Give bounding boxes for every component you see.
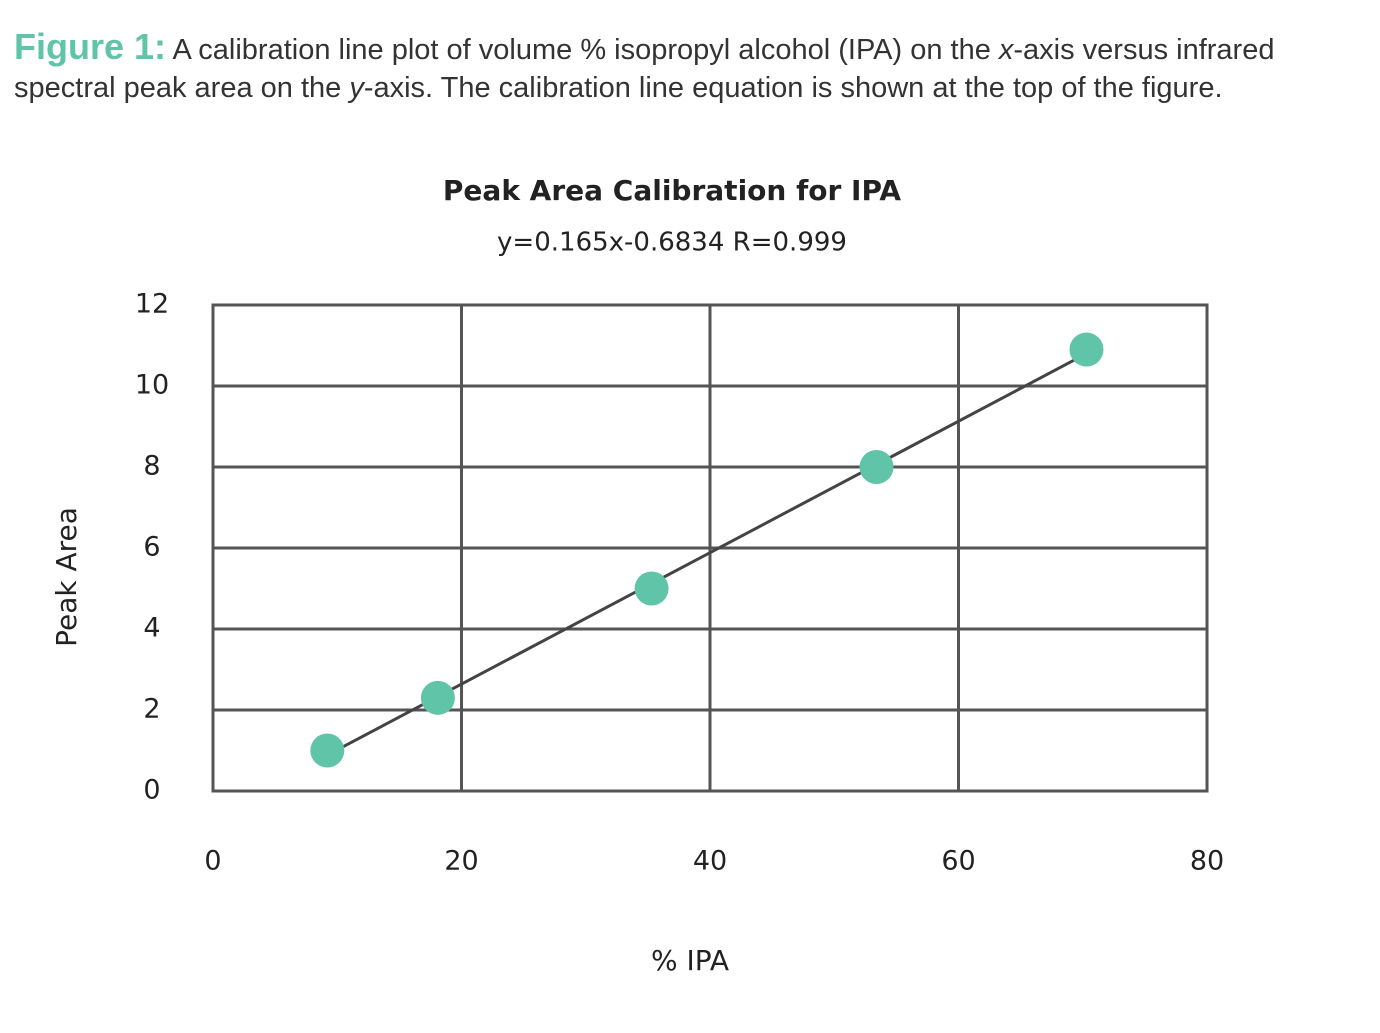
chart-subtitle: y=0.165x-0.6834 R=0.999	[497, 228, 847, 258]
data-point	[1069, 332, 1104, 367]
y-tick-label: 0	[143, 775, 160, 806]
x-tick-label: 40	[693, 846, 727, 877]
trend-line	[326, 352, 1088, 757]
y-tick-label: 2	[143, 694, 160, 725]
caption-label: Figure 1:	[14, 26, 167, 67]
x-tick-label: 0	[204, 846, 221, 877]
data-point	[634, 571, 669, 606]
x-tick-label: 20	[444, 846, 478, 877]
y-tick-label: 10	[135, 370, 169, 401]
y-tick-label: 12	[135, 289, 169, 320]
y-tick-label: 6	[143, 532, 160, 563]
caption-text: -axis versus infrared spectral peak area…	[14, 34, 1275, 104]
caption-text: y	[349, 72, 364, 104]
caption: Figure 1: A calibration line plot of vol…	[14, 28, 1344, 107]
caption-text: A calibration line plot of volume % isop…	[172, 34, 999, 66]
data-point	[420, 680, 455, 715]
x-axis-label: % IPA	[651, 944, 729, 977]
data-point	[859, 450, 894, 484]
x-tick-label: 60	[941, 846, 975, 877]
chart-title: Peak Area Calibration for IPA	[443, 174, 902, 207]
x-tick-label: 80	[1190, 846, 1224, 877]
caption-text: x	[998, 34, 1014, 66]
y-axis-label: Peak Area	[50, 507, 83, 647]
y-tick-label: 4	[143, 613, 160, 644]
caption-text: -axis. The calibration line equation is …	[363, 72, 1223, 104]
y-tick-label: 8	[143, 451, 160, 482]
data-point	[310, 733, 345, 768]
plot-border	[211, 303, 1209, 793]
